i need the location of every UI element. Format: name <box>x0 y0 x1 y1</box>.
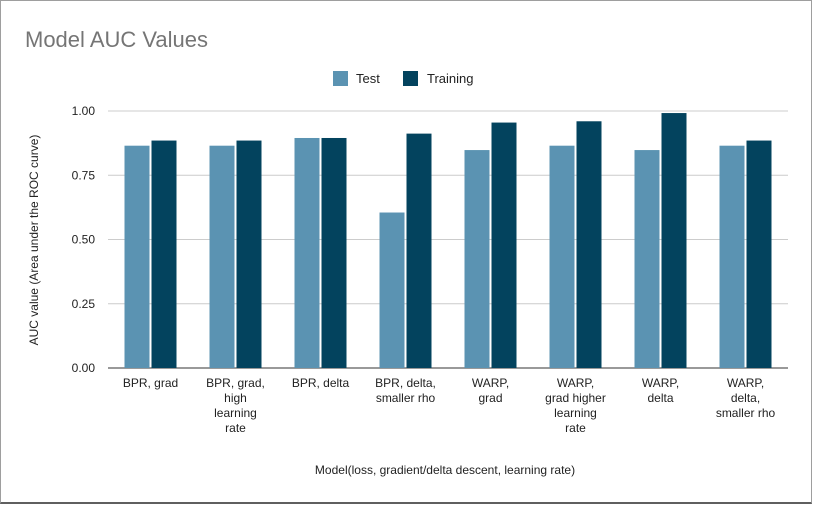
chart-title: Model AUC Values <box>25 27 209 52</box>
x-tick-label: BPR, delta <box>292 376 350 390</box>
bar-test <box>379 212 405 368</box>
bar-training <box>746 140 772 368</box>
y-tick-label: 0.75 <box>72 168 96 182</box>
y-tick-label: 0.00 <box>72 361 96 375</box>
bar-training <box>406 133 432 368</box>
bar-test <box>634 150 660 368</box>
y-tick-label: 1.00 <box>72 104 96 118</box>
bar-training <box>321 137 347 368</box>
bar-test <box>464 150 490 368</box>
y-tick-label: 0.50 <box>72 233 96 247</box>
x-tick-label: high <box>224 391 247 405</box>
bar-training <box>661 113 687 368</box>
x-tick-label: grad higher <box>545 391 606 405</box>
legend-label-test: Test <box>356 71 380 86</box>
legend-swatch-training <box>403 71 418 86</box>
x-tick-label: delta, <box>731 391 760 405</box>
x-tick-label: smaller rho <box>376 391 436 405</box>
bar-training <box>236 140 262 368</box>
bar-test <box>719 145 745 368</box>
x-tick-label: WARP, <box>472 376 509 390</box>
x-axis-title: Model(loss, gradient/delta descent, lear… <box>315 463 575 477</box>
bar-training <box>576 121 602 368</box>
x-tick-label: rate <box>565 421 586 435</box>
bar-test <box>209 145 235 368</box>
x-tick-label: BPR, delta, <box>375 376 436 390</box>
y-tick-label: 0.25 <box>72 297 96 311</box>
bar-test <box>549 145 575 368</box>
x-tick-label: delta <box>647 391 673 405</box>
x-tick-label: smaller rho <box>716 406 776 420</box>
legend-label-training: Training <box>427 71 473 86</box>
x-tick-label: BPR, grad <box>123 376 178 390</box>
x-tick-label: rate <box>225 421 246 435</box>
x-tick-label: grad <box>478 391 502 405</box>
legend-swatch-test <box>333 71 348 86</box>
x-tick-label: WARP, <box>557 376 594 390</box>
x-tick-label: WARP, <box>642 376 679 390</box>
x-tick-label: learning <box>214 406 257 420</box>
bar-training <box>151 140 177 368</box>
bar-training <box>491 122 517 368</box>
y-axis-title: AUC value (Area under the ROC curve) <box>27 135 41 346</box>
bar-test <box>124 145 150 368</box>
x-tick-label: BPR, grad, <box>206 376 265 390</box>
x-tick-label: WARP, <box>727 376 764 390</box>
x-tick-label: learning <box>554 406 597 420</box>
bar-test <box>294 137 320 368</box>
